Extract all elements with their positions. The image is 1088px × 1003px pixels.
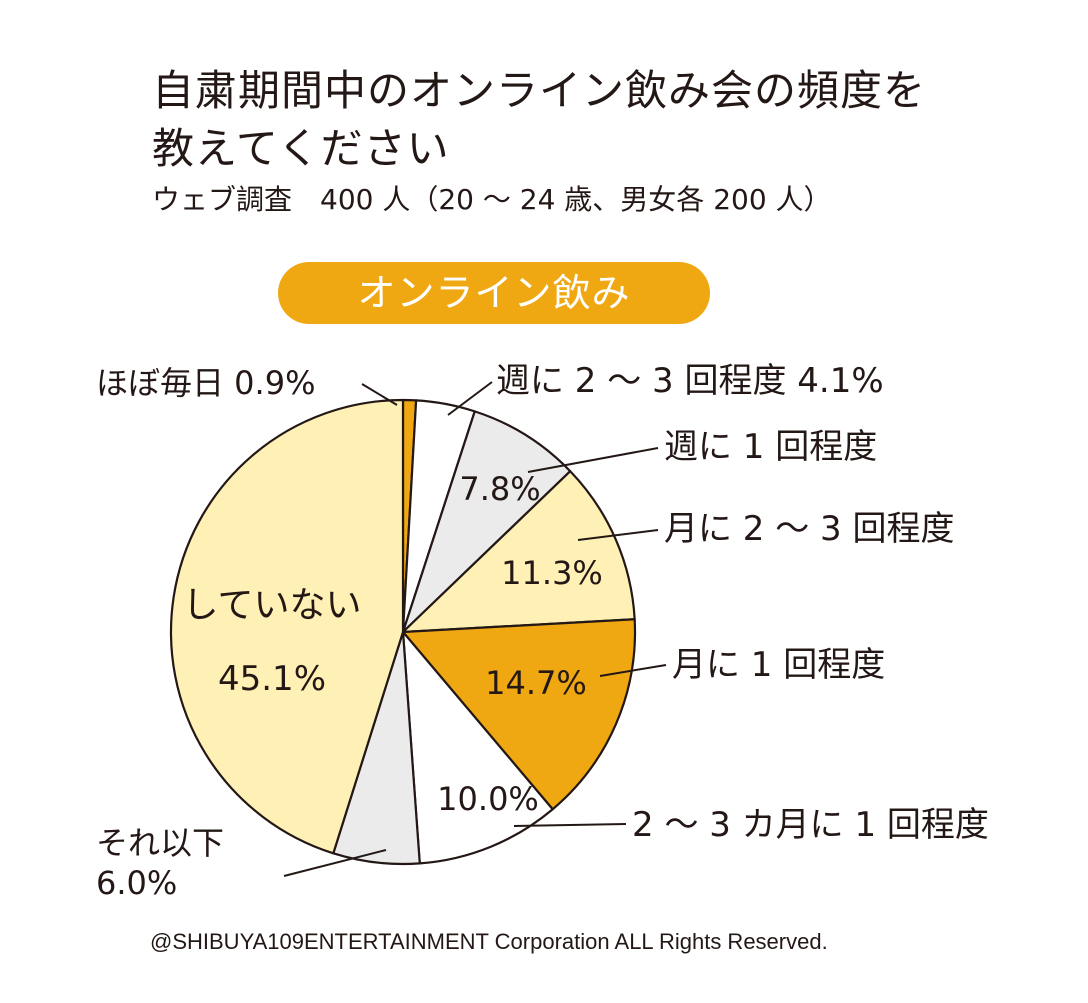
pie-slice [401,470,636,634]
slice-value: 45.1% [218,659,326,699]
slice-label: それ以下 [96,824,224,862]
slice-value: 6.0% [96,864,177,902]
leader-line [599,664,667,677]
chart-title-line-1: 自粛期間中のオンライン飲み会の頻度を [152,66,927,115]
copyright-notice: @SHIBUYA109ENTERTAINMENT Corporation ALL… [150,929,828,954]
leader-line [527,447,659,473]
slice-value: 11.3% [501,554,603,592]
leader-line [361,383,398,406]
chart-title-line-2: 教えてください [152,124,450,173]
slice-label: していない [183,585,362,626]
slice-label: 月に 2 ～ 3 回程度 [664,509,955,549]
slice-label: 週に 1 回程度 [664,427,877,467]
leader-line [447,381,493,416]
pie-slice [401,630,554,865]
leader-line [513,823,627,827]
slice-value: 7.8% [459,470,540,508]
slice-label: ほぼ毎日 0.9% [96,364,315,402]
chart-title: 自粛期間中のオンライン飲み会の頻度を 教えてください [152,62,1012,178]
leader-line [577,529,659,541]
category-pill: オンライン飲み [278,262,710,324]
slice-label: 2 ～ 3 カ月に 1 回程度 [632,805,989,845]
survey-subtitle: ウェブ調査 400 人（20 ～ 24 歳、男女各 200 人） [152,183,832,216]
pie-slice [169,398,405,855]
pie-slice [401,618,637,811]
slice-label: 週に 2 ～ 3 回程度 4.1% [496,361,884,401]
slice-value: 10.0% [437,780,539,818]
pie-slice [401,410,572,634]
leader-line [283,849,387,877]
slice-label: 月に 1 回程度 [672,645,885,685]
slice-value: 14.7% [485,664,587,702]
